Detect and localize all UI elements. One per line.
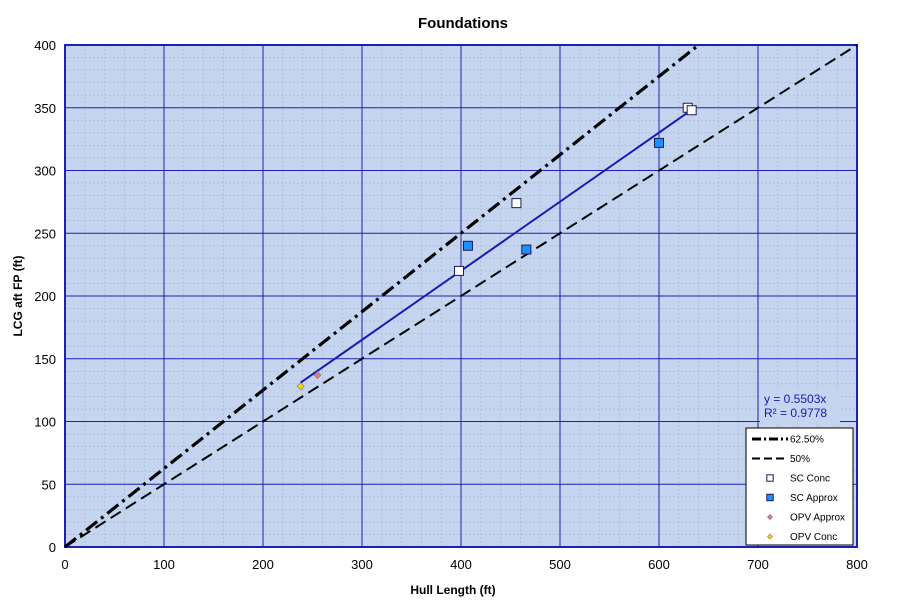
x-tick-label: 800 bbox=[846, 557, 868, 572]
x-tick-label: 100 bbox=[153, 557, 175, 572]
y-tick-label: 250 bbox=[34, 226, 56, 241]
data-point-sc-conc bbox=[454, 265, 465, 276]
legend-label-50-: 50% bbox=[790, 454, 810, 465]
data-point-sc-approx bbox=[654, 137, 664, 148]
x-tick-label: 300 bbox=[351, 557, 373, 572]
data-point-opv-conc bbox=[296, 382, 305, 391]
y-tick-label: 350 bbox=[34, 101, 56, 116]
trendline-label-bg bbox=[760, 390, 840, 422]
trendline-group bbox=[300, 109, 693, 384]
legend-box bbox=[745, 427, 854, 546]
legend-swatch-sc-conc bbox=[766, 474, 774, 482]
legend-label-opv-approx: OPV Approx bbox=[790, 513, 845, 524]
legend-swatch-sc-approx bbox=[766, 493, 774, 502]
plot-frame bbox=[64, 44, 858, 548]
data-points bbox=[296, 102, 697, 391]
legend: 62.50% 50% SC Conc SC Approx OPV Approx OPV C… bbox=[745, 427, 854, 546]
data-point-sc-approx bbox=[521, 244, 532, 255]
x-tick-label: 200 bbox=[252, 557, 274, 572]
x-tick-label: 400 bbox=[450, 557, 472, 572]
data-point-sc-conc bbox=[511, 198, 522, 209]
x-axis-title: Hull Length (ft) bbox=[410, 583, 495, 597]
x-tick-labels: 0 100 200 300 400 500 600 700 800 bbox=[61, 557, 867, 572]
y-tick-label: 300 bbox=[34, 164, 56, 179]
y-tick-labels: 0 50 100 150 200 250 300 350 400 bbox=[34, 38, 56, 555]
data-point-sc-approx bbox=[462, 240, 473, 251]
x-tick-label: 500 bbox=[549, 557, 571, 572]
y-tick-label: 100 bbox=[34, 415, 56, 430]
trendline-r2: R² = 0.9778 bbox=[764, 406, 827, 420]
chart-title: Foundations bbox=[418, 15, 508, 32]
data-point-opv-approx bbox=[313, 371, 322, 380]
legend-label-sc-conc: SC Conc bbox=[790, 474, 830, 485]
y-axis-title: LCG aft FP (ft) bbox=[11, 255, 25, 336]
reference-line-50- bbox=[64, 44, 858, 548]
legend-label-62-50-: 62.50% bbox=[790, 435, 824, 446]
x-tick-label: 0 bbox=[61, 557, 68, 572]
y-tick-label: 50 bbox=[42, 477, 56, 492]
reference-lines bbox=[64, 43, 858, 549]
y-tick-label: 400 bbox=[34, 38, 56, 53]
x-tick-label: 700 bbox=[747, 557, 769, 572]
legend-swatch-opv-conc bbox=[767, 533, 773, 540]
legend-label-opv-conc: OPV Conc bbox=[790, 532, 837, 543]
legend-label-sc-approx: SC Approx bbox=[790, 493, 838, 504]
y-tick-label: 0 bbox=[49, 540, 56, 555]
trendline-equation: y = 0.5503x bbox=[764, 392, 826, 406]
legend-swatch-opv-approx bbox=[767, 514, 773, 520]
y-tick-label: 200 bbox=[34, 289, 56, 304]
trendline bbox=[300, 109, 693, 384]
y-tick-label: 150 bbox=[34, 352, 56, 367]
x-tick-label: 600 bbox=[648, 557, 670, 572]
data-point-sc-conc bbox=[686, 105, 697, 116]
